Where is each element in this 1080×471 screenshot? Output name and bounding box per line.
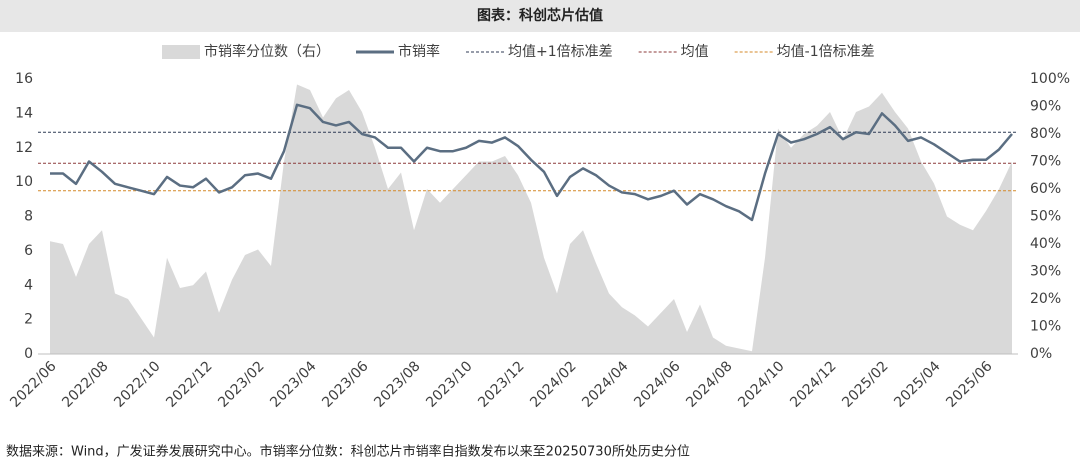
x-tick-label: 2025/04 — [891, 358, 944, 411]
y2-tick-label: 20% — [1030, 291, 1061, 307]
x-tick-label: 2023/02 — [215, 358, 267, 410]
x-tick-label: 2022/12 — [163, 358, 215, 410]
x-tick-label: 2022/08 — [59, 358, 111, 410]
x-tick-label: 2025/02 — [839, 358, 891, 410]
x-tick-label: 2023/06 — [319, 358, 372, 411]
x-tick-label: 2024/02 — [527, 358, 579, 410]
y2-tick-label: 60% — [1030, 181, 1061, 197]
x-tick-label: 2025/06 — [943, 358, 996, 411]
source-note: 数据来源：Wind，广发证券发展研究中心。市销率分位数：科创芯片市销率自指数发布… — [6, 444, 690, 460]
legend-label: 市销率分位数（右） — [204, 43, 330, 60]
y-tick-label: 2 — [24, 312, 33, 328]
y2-tick-label: 50% — [1030, 209, 1061, 225]
chart-title: 图表：科创芯片估值 — [477, 7, 603, 24]
x-tick-label: 2024/04 — [579, 358, 632, 411]
y-tick-label: 6 — [24, 243, 33, 259]
legend-label: 均值 — [681, 44, 709, 60]
y2-tick-label: 30% — [1030, 264, 1061, 280]
legend-label: 市销率 — [398, 43, 440, 60]
x-tick-label: 2022/06 — [7, 358, 60, 411]
x-tick-label: 2023/04 — [267, 358, 320, 411]
y2-tick-label: 100% — [1030, 71, 1070, 87]
y2-tick-label: 10% — [1030, 319, 1061, 335]
x-tick-label: 2023/08 — [371, 358, 423, 410]
y2-tick-label: 0% — [1030, 346, 1052, 362]
y-tick-label: 12 — [15, 140, 33, 156]
area — [50, 84, 1012, 354]
legend-swatch — [162, 45, 200, 59]
x-tick-label: 2023/10 — [423, 358, 475, 410]
y-tick-label: 4 — [24, 277, 33, 293]
y-tick-label: 14 — [15, 105, 33, 121]
x-tick-label: 2024/12 — [787, 358, 839, 410]
line — [50, 103, 1013, 222]
x-tick-label: 2022/10 — [111, 358, 163, 410]
legend-label: 均值-1倍标准差 — [777, 44, 875, 60]
legend-label: 均值+1倍标准差 — [508, 44, 613, 60]
x-tick-label: 2024/06 — [631, 358, 684, 411]
y-tick-label: 16 — [15, 71, 33, 87]
y-tick-label: 10 — [15, 174, 33, 190]
y2-tick-label: 90% — [1030, 99, 1061, 115]
y2-tick-label: 40% — [1030, 236, 1061, 252]
title-bar — [0, 0, 1080, 32]
x-tick-label: 2024/08 — [683, 358, 735, 410]
y2-tick-label: 80% — [1030, 126, 1061, 142]
x-tick-label: 2023/12 — [475, 358, 527, 410]
y-tick-label: 0 — [24, 346, 33, 362]
y-tick-label: 8 — [24, 209, 33, 225]
y2-tick-label: 70% — [1030, 154, 1061, 170]
x-tick-label: 2024/10 — [735, 358, 787, 410]
